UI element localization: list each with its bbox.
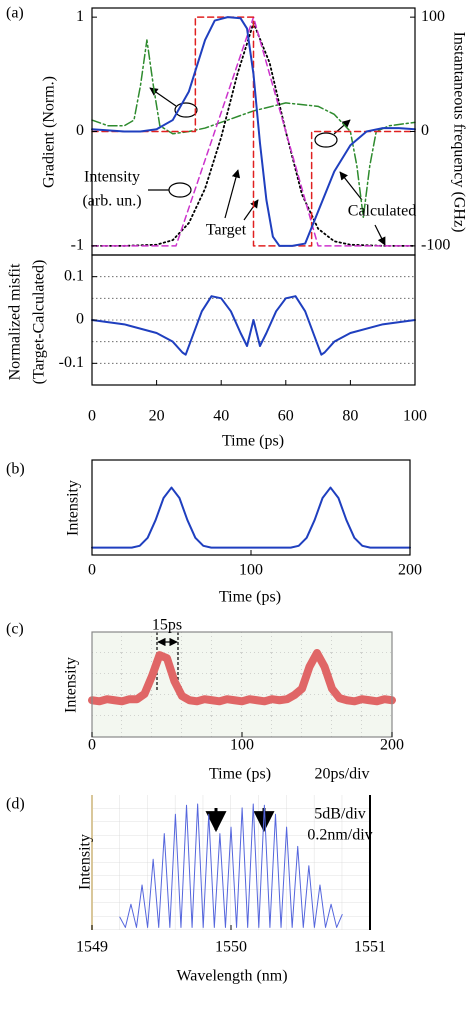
data-line (91, 16, 416, 247)
x-tick-label: 200 (380, 737, 404, 754)
y-tick-label: 0 (76, 122, 84, 139)
y-axis-label: Intensity (65, 480, 82, 536)
annotation: 15ps (152, 617, 182, 634)
y2-tick-label: 0 (421, 122, 429, 139)
y2-tick-label: -100 (421, 237, 450, 254)
x-tick-label: 1551 (354, 939, 386, 956)
annotation: 5dB/div (314, 806, 366, 823)
data-line (91, 295, 416, 356)
x-tick-label: 200 (398, 562, 422, 579)
x-axis-label: Time (ps) (219, 589, 281, 606)
y-axis-label: Normalized misfit (7, 263, 24, 380)
annotation: Calculated (348, 203, 416, 220)
y-axis-label: Intensity (63, 657, 80, 713)
y-tick-label: 0 (76, 311, 84, 328)
scope-grid (92, 632, 392, 737)
x-tick-label: 60 (278, 408, 294, 425)
annotation: (arb. un.) (82, 193, 141, 210)
x-tick-label: 20 (149, 408, 165, 425)
x-axis-label: Time (ps) (222, 433, 284, 450)
x-tick-label: 0 (88, 737, 96, 754)
data-line (119, 803, 343, 928)
x-tick-label: 100 (239, 562, 263, 579)
data-line (91, 16, 416, 247)
y-tick-label: 1 (76, 8, 84, 25)
annotation: 0.2nm/div (307, 827, 372, 844)
x-tick-label: 0 (88, 562, 96, 579)
panel-label: (a) (6, 5, 24, 22)
y-axis-label: (Target-Calculated) (31, 260, 48, 385)
x-axis-label: Time (ps) (209, 766, 271, 783)
y-tick-label: -1 (71, 237, 84, 254)
y-axis-label: Intensity (77, 834, 94, 890)
x-tick-label: 100 (230, 737, 254, 754)
x-tick-label: 0 (88, 408, 96, 425)
y2-tick-label: 100 (421, 8, 445, 25)
annotation: Target (206, 222, 247, 239)
x-tick-label: 80 (342, 408, 358, 425)
y2-axis-label: Instantaneous frequency (GHz) (450, 32, 467, 233)
x-tick-label: 100 (403, 408, 427, 425)
annotation: 20ps/div (314, 766, 369, 783)
spectrum-grid (92, 795, 370, 930)
x-axis-label: Wavelength (nm) (176, 968, 287, 985)
y-axis-label: Gradient (Norm.) (41, 76, 58, 188)
data-line (91, 486, 411, 549)
panel-label: (d) (6, 796, 25, 813)
panel-label: (c) (6, 621, 24, 638)
panel-label: (b) (6, 461, 25, 478)
y-tick-label: -0.1 (59, 354, 84, 371)
plot-frame (91, 459, 411, 556)
y-tick-label: 0.1 (64, 267, 84, 284)
x-tick-label: 40 (213, 408, 229, 425)
x-tick-label: 1550 (215, 939, 247, 956)
data-line (88, 649, 396, 706)
data-line (91, 39, 416, 219)
annotation: Intensity (84, 169, 140, 186)
x-tick-label: 1549 (76, 939, 108, 956)
